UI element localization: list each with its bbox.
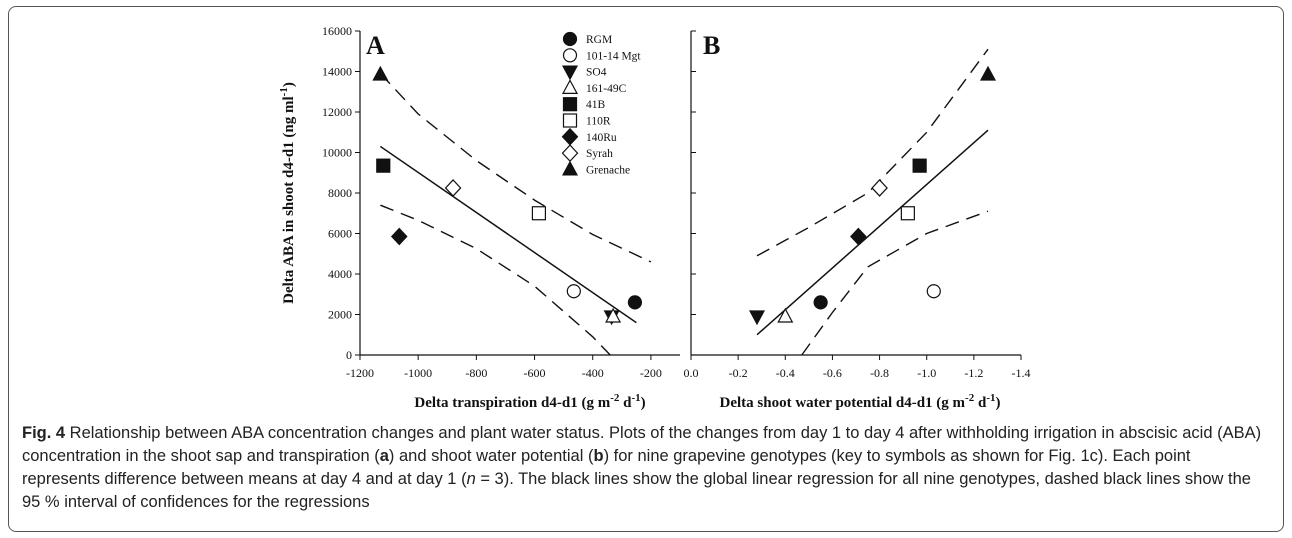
panel-b-lines [756, 48, 989, 356]
panel-a-point-101-14-mgt [566, 284, 581, 299]
panel-b-xtick-label: 0.0 [684, 366, 699, 380]
legend-label-grenache: Grenache [586, 164, 630, 176]
panel-b: B 0.0 -0.2 -0.4 -0.6 -0.8 -1.0 -1.2 -1.4 Delta … [684, 30, 1031, 411]
caption-text-2: ) and shoot water potential ( [388, 447, 594, 465]
legend-marker-so4 [561, 65, 579, 81]
panel-b-point-110r [900, 206, 915, 221]
panel-a-lines [379, 73, 652, 356]
legend-marker-140ru [561, 127, 579, 146]
panel-a-label: A [366, 31, 385, 60]
panel-b-point-140ru [850, 227, 867, 246]
panel-a-ytick-label: 2000 [328, 308, 352, 322]
panel-a-xtick-label: -400 [582, 366, 604, 380]
panel-a-ticks: 0 2000 4000 6000 8000 10000 12000 14000 16000 -12… [322, 24, 662, 380]
legend-label-41b: 41B [586, 99, 606, 111]
legend-label-110r: 110R [586, 116, 611, 128]
panel-a-ytick-label: 12000 [322, 105, 352, 119]
panel-b-axes [690, 31, 1021, 356]
legend-marker-rgm [562, 31, 578, 47]
panel-a-ytick-label: 0 [346, 348, 352, 362]
panel-a-point-syrah [444, 179, 462, 197]
legend-marker-110r [562, 113, 578, 128]
panel-b-xtick-label: -1.2 [964, 366, 983, 380]
panel-a-ytick-label: 4000 [328, 267, 352, 281]
legend-marker-41b [562, 97, 578, 112]
panel-b-point-rgm [813, 295, 828, 310]
panel-b-point-grenache [979, 65, 997, 81]
panel-a: A 0 2000 4000 6000 8000 10000 12000 14000 16000 -… [278, 24, 680, 411]
panel-a-ci-upper-line [379, 73, 652, 263]
panel-a-point-rgm [627, 295, 643, 310]
legend-label-so4: SO4 [586, 67, 607, 79]
caption-ref-b: b [593, 447, 604, 465]
panel-a-point-41b [376, 158, 391, 173]
panel-b-regression-line [756, 129, 989, 336]
panel-b-xlabel: Delta shoot water potential d4-d1 (g m-2… [720, 392, 1001, 411]
caption-fig-label: Fig. 4 [22, 424, 66, 442]
panel-b-label: B [703, 31, 720, 60]
panel-a-ylabel: Delta ABA in shoot d4-d1 (ng ml-1) [278, 82, 297, 304]
panel-a-regression-line [379, 145, 637, 324]
legend: RGM 101-14 Mgt SO4 161-49C 41B 110R 140Ru Syrah… [561, 31, 641, 176]
panel-a-points [372, 65, 643, 326]
legend-marker-grenache [561, 160, 579, 176]
panel-b-xtick-label: -0.6 [823, 366, 842, 380]
caption-ref-a: a [379, 447, 389, 465]
caption-text-4: = 3). The black lines show the global li… [22, 470, 1251, 511]
panel-b-xtick-label: -1.0 [917, 366, 936, 380]
panel-b-point-101-14-mgt [926, 284, 941, 299]
panel-a-point-grenache [372, 65, 389, 81]
legend-label-101-14-mgt: 101-14 Mgt [586, 50, 641, 62]
panel-b-point-41b [912, 158, 927, 173]
panel-b-point-syrah [871, 179, 888, 197]
legend-label-140ru: 140Ru [586, 132, 617, 144]
legend-marker-161-49c [561, 79, 579, 95]
panel-a-xtick-label: -800 [465, 366, 487, 380]
caption-n: n [466, 470, 476, 488]
panel-a-xtick-label: -200 [640, 366, 662, 380]
panel-b-point-161-49c [777, 307, 794, 323]
panel-a-xtick-label: -1000 [404, 366, 432, 380]
panel-a-ytick-label: 10000 [322, 146, 352, 160]
panel-a-ytick-label: 8000 [328, 186, 352, 200]
panel-b-ci-upper-line [756, 48, 989, 257]
panel-a-point-110r [531, 206, 547, 221]
panel-a-ytick-label: 6000 [328, 227, 352, 241]
panel-a-xtick-label: -600 [524, 366, 546, 380]
panel-b-xtick-label: -0.2 [729, 366, 748, 380]
legend-marker-101-14-mgt [562, 48, 578, 63]
panel-b-xtick-label: -0.8 [870, 366, 889, 380]
figure-frame [8, 6, 1284, 532]
panel-b-xtick-label: -1.4 [1012, 366, 1031, 380]
legend-label-161-49c: 161-49C [586, 83, 627, 95]
figure-chart: A 0 2000 4000 6000 8000 10000 12000 14000 16000 -… [278, 24, 1031, 411]
legend-label-syrah: Syrah [586, 148, 613, 160]
panel-b-point-so4 [748, 310, 766, 326]
panel-a-ci-lower-line [380, 204, 611, 356]
legend-label-rgm: RGM [586, 34, 612, 46]
figure-caption: Fig. 4 Relationship between ABA concentr… [22, 422, 1262, 514]
legend-marker-syrah [561, 144, 579, 162]
panel-a-point-140ru [390, 227, 408, 246]
panel-b-ci-lower-line [801, 210, 989, 356]
panel-a-ytick-label: 14000 [322, 65, 352, 79]
panel-a-xtick-label: -1200 [346, 366, 374, 380]
panel-b-points [748, 65, 997, 326]
panel-b-ticks: 0.0 -0.2 -0.4 -0.6 -0.8 -1.0 -1.2 -1.4 [684, 30, 1031, 380]
caption-text-1: Relationship between ABA concentration c… [22, 424, 1262, 465]
panel-a-xlabel: Delta transpiration d4-d1 (g m-2 d-1) [414, 392, 645, 411]
caption-text-3: ) for nine grapevine genotypes (key to s… [22, 447, 1191, 488]
panel-a-ytick-label: 16000 [322, 24, 352, 38]
panel-b-xtick-label: -0.4 [776, 366, 795, 380]
panel-a-point-161-49c [605, 307, 622, 323]
